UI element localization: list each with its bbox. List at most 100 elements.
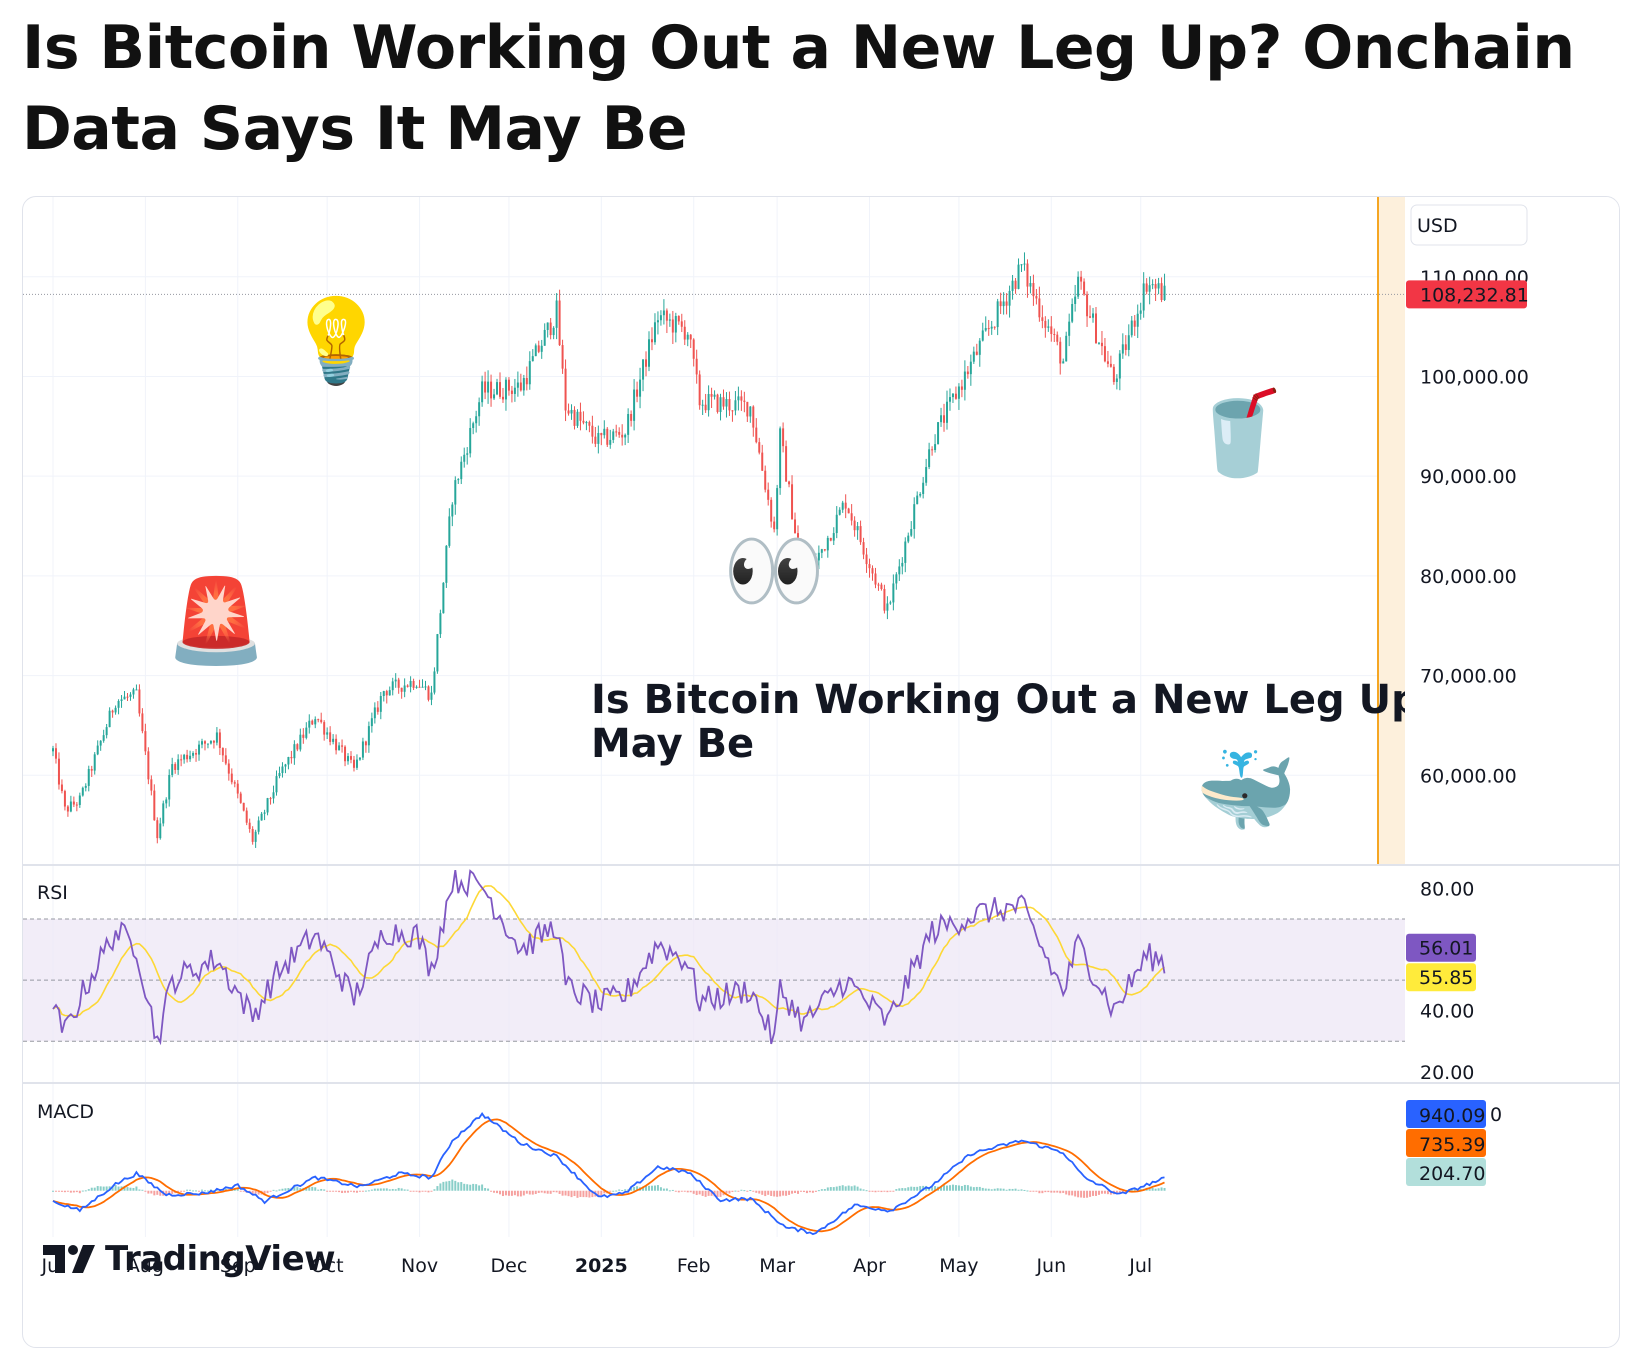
macd-histogram-bar: [114, 1185, 117, 1191]
candle-body: [630, 414, 633, 421]
candle-body: [749, 406, 752, 417]
macd-histogram-bar: [522, 1190, 525, 1196]
candle: [78, 792, 81, 808]
candle: [177, 754, 180, 775]
candle-body: [385, 691, 388, 696]
candle: [653, 313, 656, 345]
candle: [948, 388, 951, 411]
candle-body: [1139, 310, 1142, 314]
macd-histogram-bar: [597, 1190, 600, 1197]
candle: [496, 378, 499, 396]
candle: [776, 484, 779, 536]
candle-body: [284, 764, 287, 767]
candle-body: [740, 396, 743, 401]
candle: [865, 547, 868, 573]
macd-histogram-bar: [1053, 1190, 1056, 1193]
macd-histogram-bar: [263, 1190, 266, 1196]
macd-histogram-bar: [102, 1186, 105, 1191]
candle-body: [490, 381, 493, 399]
candle: [963, 360, 966, 401]
candle-body: [764, 470, 767, 490]
overlay-headline-line1: Is Bitcoin Working Out a New Leg Up? Onc: [591, 677, 1543, 723]
candle-body: [564, 368, 567, 411]
macd-histogram-bar: [269, 1190, 272, 1192]
macd-histogram-bar: [96, 1186, 99, 1191]
candle-body: [886, 603, 889, 611]
macd-histogram-bar: [797, 1190, 799, 1194]
chart-canvas[interactable]: Is Bitcoin Working Out a New Leg Up? Onc…: [23, 197, 1619, 1347]
candle: [648, 331, 650, 372]
candle: [490, 374, 493, 407]
macd-histogram-bar: [296, 1187, 299, 1191]
candle-body: [561, 345, 564, 369]
candle-body: [218, 732, 221, 749]
macd-value: 940.09: [1419, 1105, 1485, 1127]
macd-histogram-bar: [93, 1187, 96, 1191]
candle-body: [871, 568, 874, 574]
candle-body: [1130, 320, 1133, 336]
time-axis: Jul Aug Sep Oct Nov Dec 2025 Feb Mar Apr May Jun Jul: [41, 1255, 1153, 1277]
macd-histogram-bar: [907, 1187, 910, 1191]
candle-body: [695, 358, 698, 375]
candle: [379, 691, 382, 720]
candle: [910, 521, 913, 537]
candle: [794, 512, 797, 534]
macd-histogram-bar: [487, 1188, 490, 1191]
candle-body: [901, 562, 904, 567]
signal-value: 735.39: [1419, 1134, 1485, 1156]
macd-histogram-bar: [874, 1190, 877, 1193]
candle: [531, 349, 534, 362]
candle: [448, 508, 451, 548]
macd-histogram-bar: [379, 1188, 382, 1191]
tradingview-logo[interactable]: TradingView: [43, 1239, 336, 1279]
candle-body: [367, 726, 370, 746]
candle-body: [66, 806, 69, 812]
macd-histogram-bar: [242, 1190, 245, 1192]
candle: [1112, 364, 1115, 385]
price-tick-label: 60,000.00: [1420, 765, 1517, 787]
candle-body: [412, 680, 415, 688]
macd-histogram-bar: [305, 1187, 308, 1191]
rsi-ma-value-badge: [1406, 963, 1476, 992]
candle: [704, 393, 707, 413]
macd-histogram-bar: [957, 1185, 960, 1191]
candle-body: [877, 584, 880, 586]
candle: [913, 497, 916, 539]
macd-histogram-bar: [52, 1190, 54, 1192]
candle-body: [201, 741, 203, 745]
histogram-value: 204.70: [1419, 1163, 1485, 1185]
macd-histogram-bar: [299, 1188, 302, 1191]
candle: [713, 390, 716, 400]
candle-body: [805, 578, 808, 587]
macd-histogram-bar: [376, 1188, 379, 1191]
candle-body: [528, 361, 531, 385]
candle: [275, 770, 278, 796]
candle: [507, 377, 510, 396]
macd-histogram-bar: [990, 1189, 993, 1191]
macd-histogram-bar: [642, 1186, 645, 1191]
currency-selector[interactable]: [1410, 204, 1528, 246]
candle-body: [668, 319, 671, 321]
chart-panel[interactable]: Is Bitcoin Working Out a New Leg Up? Onc…: [22, 196, 1620, 1348]
candle: [493, 388, 496, 400]
glass-of-water-icon: 🥤: [1187, 386, 1290, 481]
candle: [305, 722, 308, 740]
candle: [1127, 324, 1130, 357]
candle-body: [1100, 342, 1103, 347]
candle-body: [1041, 317, 1044, 321]
price-tick-label: 100,000.00: [1420, 366, 1529, 388]
candle-body: [686, 334, 689, 340]
candle-body: [954, 393, 957, 399]
candle: [606, 427, 609, 448]
macd-histogram-bar: [484, 1188, 487, 1191]
candle: [150, 775, 153, 796]
candle: [1071, 298, 1074, 324]
candle-body: [430, 692, 433, 700]
macd-histogram-bar: [591, 1190, 594, 1198]
candle: [329, 726, 332, 746]
macd-histogram-bar: [451, 1179, 454, 1191]
candle: [808, 568, 811, 579]
candle: [347, 753, 350, 765]
candle: [686, 332, 689, 347]
candle-body: [844, 502, 847, 509]
